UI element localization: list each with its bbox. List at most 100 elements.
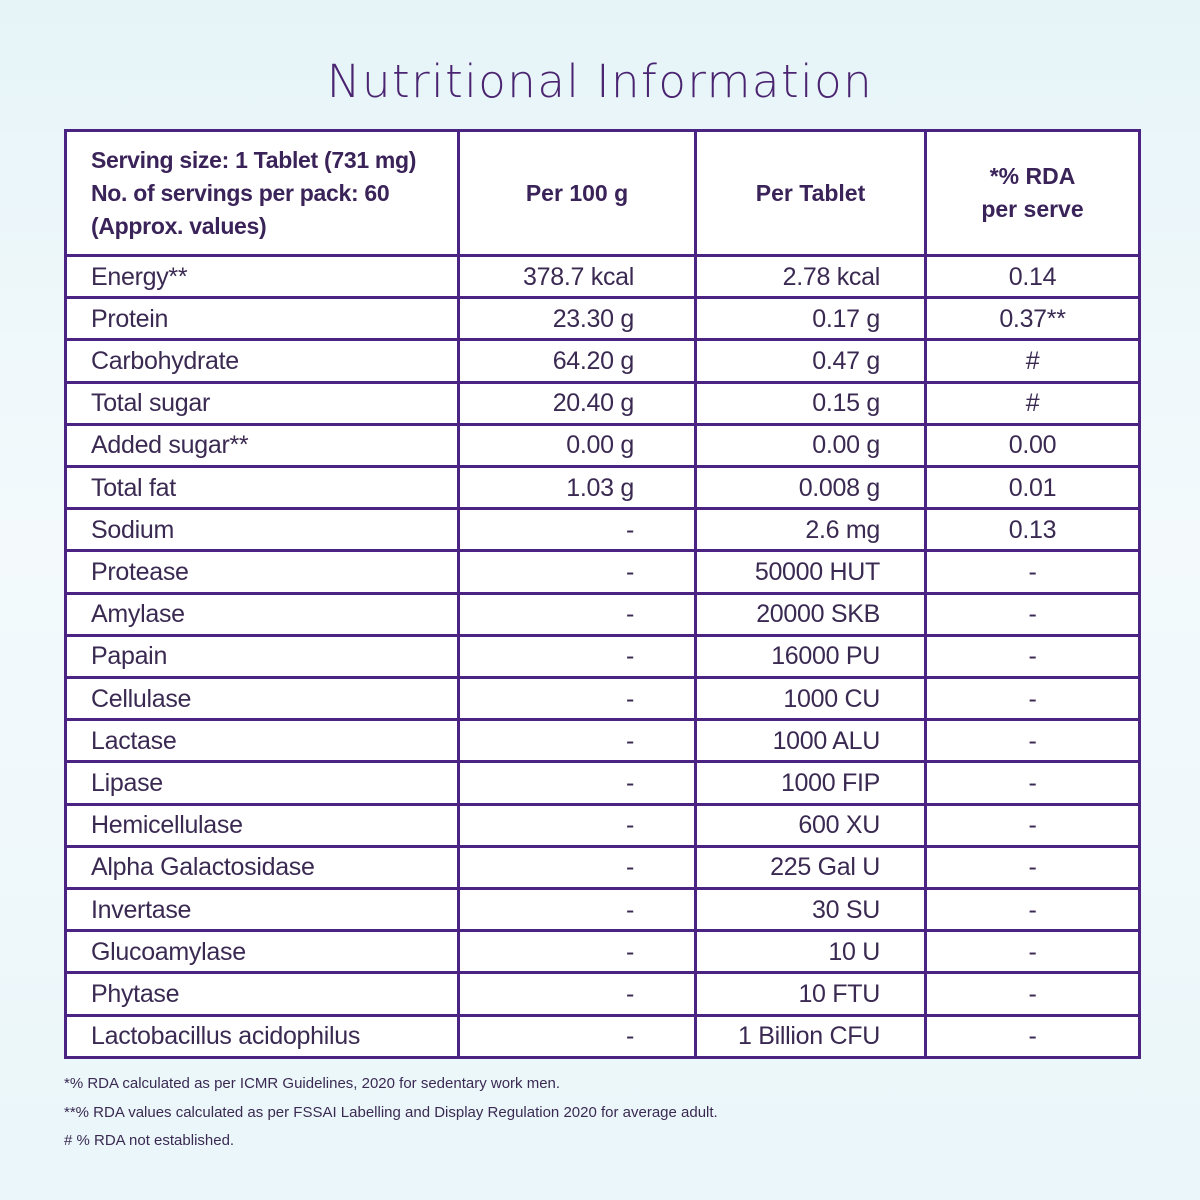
per-100g-value-cell: - [457, 971, 697, 1017]
table-row: Total fat 1.03 g 0.008 g 0.01 [64, 465, 1141, 511]
rda-header-line2: per serve [981, 196, 1084, 222]
per-100g-value-cell: 23.30 g [457, 296, 697, 342]
per-100g-value-cell: - [457, 844, 697, 891]
per-tablet-value-cell: 0.008 g [694, 465, 927, 511]
per-100g-value-cell: - [457, 887, 697, 933]
rda-value-cell: - [924, 760, 1141, 806]
footnotes: *% RDA calculated as per ICMR Guidelines… [64, 1070, 718, 1156]
nutrient-name-cell: Phytase [64, 971, 460, 1017]
per-100g-value-cell: 378.7 kcal [457, 253, 697, 300]
per-100g-value-cell: - [457, 929, 697, 975]
per-tablet-value-cell: 225 Gal U [694, 844, 927, 891]
per-tablet-value-cell: 600 XU [694, 802, 927, 848]
nutrient-name-cell: Alpha Galactosidase [64, 844, 460, 891]
rda-value-cell: - [924, 676, 1141, 722]
table-body: Energy** 378.7 kcal 2.78 kcal 0.14 Protein 23… [64, 253, 1141, 1060]
per-tablet-value-cell: 2.6 mg [694, 507, 927, 553]
rda-value-cell: - [924, 802, 1141, 848]
per-100g-value-cell: 20.40 g [457, 380, 697, 426]
rda-value-cell: # [924, 338, 1141, 384]
table-row: Papain -16000 PU - [64, 633, 1141, 680]
rda-value-cell: 0.00 [924, 422, 1141, 469]
nutrient-name-cell: Papain [64, 633, 460, 680]
table-row: Lactobacillus acidophilus -1 Billion CFU - [64, 1013, 1141, 1060]
servings-per-pack-text: No. of servings per pack: 60 [91, 179, 390, 206]
table-row: Lactase -1000 ALU - [64, 718, 1141, 764]
rda-header: *% RDA per serve [924, 129, 1141, 257]
rda-value-cell: - [924, 591, 1141, 637]
per-tablet-value-cell: 1000 CU [694, 676, 927, 722]
rda-header-line1: *% RDA [989, 163, 1076, 189]
rda-value-cell: 0.14 [924, 253, 1141, 300]
nutrient-name-cell: Hemicellulase [64, 802, 460, 848]
table-row: Hemicellulase -600 XU - [64, 802, 1141, 848]
per-tablet-value-cell: 0.17 g [694, 296, 927, 342]
per-tablet-value-cell: 30 SU [694, 887, 927, 933]
nutrient-name-cell: Glucoamylase [64, 929, 460, 975]
rda-value-cell: - [924, 887, 1141, 933]
per-100g-value-cell: - [457, 507, 697, 553]
rda-value-cell: 0.01 [924, 465, 1141, 511]
per-tablet-value-cell: 20000 SKB [694, 591, 927, 637]
nutrient-name-cell: Sodium [64, 507, 460, 553]
table-row: Amylase -20000 SKB - [64, 591, 1141, 637]
nutrient-name-cell: Added sugar** [64, 422, 460, 469]
per-100g-value-cell: - [457, 633, 697, 680]
serving-size-text: Serving size: 1 Tablet (731 mg) [91, 146, 417, 173]
per-tablet-value-cell: 16000 PU [694, 633, 927, 680]
table-row: Protein 23.30 g 0.17 g 0.37** [64, 296, 1141, 342]
per-tablet-value-cell: 1000 FIP [694, 760, 927, 806]
per-100g-header: Per 100 g [457, 129, 697, 257]
nutrient-name-cell: Amylase [64, 591, 460, 637]
footnote-icmr: *% RDA calculated as per ICMR Guidelines… [64, 1075, 561, 1092]
per-tablet-value-cell: 0.15 g [694, 380, 927, 426]
rda-value-cell: - [924, 971, 1141, 1017]
per-100g-value-cell: - [457, 1013, 697, 1060]
table-row: Protease -50000 HUT - [64, 549, 1141, 595]
rda-value-cell: 0.37** [924, 296, 1141, 342]
nutrient-name-cell: Energy** [64, 253, 460, 300]
per-tablet-value-cell: 0.00 g [694, 422, 927, 469]
rda-value-cell: 0.13 [924, 507, 1141, 553]
nutrient-name-cell: Total fat [64, 465, 460, 511]
per-100g-value-cell: - [457, 802, 697, 848]
per-tablet-value-cell: 50000 HUT [694, 549, 927, 595]
per-100g-value-cell: - [457, 760, 697, 806]
nutrient-name-cell: Cellulase [64, 676, 460, 722]
per-tablet-value-cell: 1 Billion CFU [694, 1013, 927, 1060]
table-row: Total sugar 20.40 g 0.15 g # [64, 380, 1141, 426]
footnote-rda-not-established: # % RDA not established. [64, 1132, 235, 1149]
per-tablet-value-cell: 1000 ALU [694, 718, 927, 764]
nutrition-table: Serving size: 1 Tablet (731 mg) No. of s… [64, 129, 1141, 1060]
per-100g-value-cell: - [457, 676, 697, 722]
table-row: Energy** 378.7 kcal 2.78 kcal 0.14 [64, 253, 1141, 300]
table-row: Sodium -2.6 mg 0.13 [64, 507, 1141, 553]
nutrient-name-cell: Protein [64, 296, 460, 342]
nutrient-name-cell: Total sugar [64, 380, 460, 426]
footnote-fssai: **% RDA values calculated as per FSSAI L… [64, 1103, 718, 1121]
per-100g-value-cell: 64.20 g [457, 338, 697, 384]
rda-value-cell: - [924, 1013, 1141, 1060]
page-title: Nutritional Information [326, 55, 874, 108]
nutrient-name-cell: Invertase [64, 887, 460, 933]
nutrient-name-cell: Lactase [64, 718, 460, 764]
per-100g-value-cell: - [457, 591, 697, 637]
per-100g-value-cell: - [457, 718, 697, 764]
rda-value-cell: # [924, 380, 1141, 426]
table-row: Carbohydrate 64.20 g 0.47 g # [64, 338, 1141, 384]
per-tablet-value-cell: 10 FTU [694, 971, 927, 1017]
approx-values-text: (Approx. values) [91, 212, 267, 239]
nutrition-table-container: Serving size: 1 Tablet (731 mg) No. of s… [64, 129, 1141, 1060]
nutrient-name-cell: Carbohydrate [64, 338, 460, 384]
table-row: Lipase -1000 FIP - [64, 760, 1141, 806]
table-row: Cellulase -1000 CU - [64, 676, 1141, 722]
per-tablet-value-cell: 10 U [694, 929, 927, 975]
per-100g-value-cell: 1.03 g [457, 465, 697, 511]
per-tablet-value-cell: 0.47 g [694, 338, 927, 384]
per-tablet-value-cell: 2.78 kcal [694, 253, 927, 300]
table-row: Alpha Galactosidase -225 Gal U- [64, 844, 1141, 891]
table-header-row: Serving size: 1 Tablet (731 mg) No. of s… [64, 129, 1141, 257]
rda-value-cell: - [924, 844, 1141, 891]
table-row: Added sugar** 0.00 g 0.00 g 0.00 [64, 422, 1141, 469]
rda-value-cell: - [924, 718, 1141, 764]
